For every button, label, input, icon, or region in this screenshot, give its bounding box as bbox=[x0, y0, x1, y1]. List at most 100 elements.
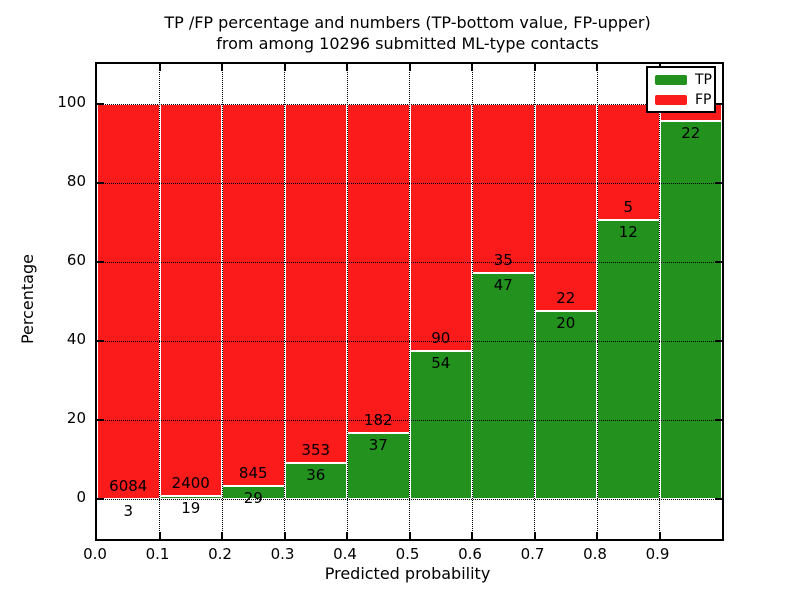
grid-line-v bbox=[346, 64, 348, 539]
grid-line-v bbox=[409, 64, 410, 539]
grid-line-v bbox=[284, 64, 285, 539]
bar-segment-fp bbox=[534, 103, 597, 311]
x-tick-mark bbox=[221, 64, 223, 71]
y-tick-mark bbox=[715, 102, 722, 105]
x-tick-mark bbox=[283, 532, 286, 539]
legend-label-fp: FP bbox=[695, 91, 712, 108]
x-axis-label: Predicted probability bbox=[324, 564, 491, 583]
x-tick-mark bbox=[221, 532, 223, 539]
x-tick-mark bbox=[408, 64, 411, 71]
bar-count-label-tp: 47 bbox=[493, 275, 513, 294]
grid-line-v bbox=[221, 64, 223, 539]
bar-count-label-tp: 3 bbox=[123, 502, 134, 521]
fp-swatch-icon bbox=[655, 94, 687, 105]
bar-count-label-fp: 5 bbox=[623, 197, 634, 216]
x-tick-mark bbox=[346, 64, 348, 71]
bar-count-label-tp: 19 bbox=[181, 499, 201, 518]
bar-count-label-fp: 182 bbox=[363, 410, 393, 429]
grid-line-v bbox=[659, 64, 660, 539]
y-tick-mark bbox=[97, 102, 104, 105]
bar-count-label-fp: 6084 bbox=[109, 477, 148, 496]
bar-segment-tp bbox=[659, 120, 722, 500]
x-tick-mark bbox=[658, 532, 661, 539]
bar-count-label-tp: 36 bbox=[306, 465, 326, 484]
y-tick-label: 0 bbox=[76, 488, 86, 507]
bar-count-label-tp: 54 bbox=[431, 353, 451, 372]
y-tick-mark bbox=[97, 419, 104, 422]
bar-count-label-fp: 35 bbox=[493, 250, 513, 269]
bar-count-label-fp: 90 bbox=[431, 328, 451, 347]
tp-swatch-icon bbox=[655, 74, 687, 85]
y-tick-mark bbox=[97, 260, 104, 263]
x-tick-mark bbox=[596, 64, 598, 71]
x-tick-mark bbox=[346, 532, 348, 539]
x-tick-mark bbox=[596, 532, 598, 539]
bar-count-label-tp: 37 bbox=[368, 435, 388, 454]
x-tick-label: 0.3 bbox=[270, 545, 295, 563]
x-tick-mark bbox=[283, 64, 286, 71]
x-tick-label: 0.2 bbox=[208, 545, 232, 563]
y-tick-label: 60 bbox=[66, 250, 86, 269]
y-tick-label: 100 bbox=[57, 92, 86, 111]
y-tick-label: 40 bbox=[66, 330, 86, 349]
x-tick-label: 0.4 bbox=[333, 545, 357, 563]
y-axis-label: Percentage bbox=[18, 254, 37, 345]
bar-count-label-tp: 29 bbox=[243, 489, 263, 508]
legend-label-tp: TP bbox=[695, 71, 712, 88]
x-tick-mark bbox=[533, 64, 536, 71]
x-tick-label: 0.0 bbox=[83, 545, 107, 563]
y-tick-mark bbox=[715, 260, 722, 263]
x-tick-mark bbox=[158, 64, 161, 71]
x-tick-mark bbox=[471, 532, 473, 539]
bar-segment-fp bbox=[159, 103, 222, 497]
y-tick-label: 80 bbox=[66, 171, 86, 190]
x-tick-label: 0.1 bbox=[145, 545, 170, 563]
bar-segment-fp bbox=[97, 103, 160, 500]
chart-title-line1: TP /FP percentage and numbers (TP-bottom… bbox=[164, 13, 651, 32]
x-tick-mark bbox=[533, 532, 536, 539]
x-tick-label: 0.9 bbox=[645, 545, 670, 563]
bar-count-label-tp: 12 bbox=[618, 222, 638, 241]
x-tick-mark bbox=[158, 532, 161, 539]
y-tick-mark bbox=[97, 498, 104, 501]
plot-area: 6084 3 2400 19 845 29 353 36 182 37 90 54 35 47 22 20 5 1… bbox=[95, 62, 724, 541]
y-tick-mark bbox=[715, 340, 722, 343]
bar-count-label-fp: 353 bbox=[301, 440, 331, 459]
x-tick-label: 0.8 bbox=[583, 545, 607, 563]
bar-segment-tp bbox=[284, 462, 347, 500]
bar-count-label-tp: 20 bbox=[556, 313, 576, 332]
grid-line-v bbox=[534, 64, 535, 539]
y-tick-label: 20 bbox=[66, 409, 86, 428]
grid-line-v bbox=[159, 64, 160, 539]
bar-count-label-fp: 22 bbox=[556, 288, 576, 307]
y-tick-mark bbox=[715, 181, 722, 184]
legend-row-tp: TP bbox=[655, 73, 712, 87]
bar-segment-tp bbox=[534, 310, 597, 500]
legend: TP FP bbox=[646, 66, 716, 113]
bar-count-label-fp: 845 bbox=[238, 464, 268, 483]
bar-segment-tp bbox=[472, 272, 535, 500]
bar-segment-fp bbox=[347, 103, 410, 433]
grid-line-v bbox=[596, 64, 598, 539]
bar-segment-tp bbox=[409, 350, 472, 500]
grid-line-v bbox=[471, 64, 473, 539]
x-tick-mark bbox=[408, 532, 411, 539]
bar-segment-fp bbox=[409, 103, 472, 351]
bar-segment-fp bbox=[472, 103, 535, 273]
bar-count-label-fp: 2400 bbox=[171, 474, 210, 493]
bar-count-label-tp: 22 bbox=[681, 123, 701, 142]
legend-row-fp: FP bbox=[655, 93, 712, 107]
x-tick-label: 0.5 bbox=[395, 545, 420, 563]
y-tick-mark bbox=[715, 498, 722, 501]
x-tick-label: 0.7 bbox=[520, 545, 545, 563]
bar-segment-fp bbox=[222, 103, 285, 487]
x-tick-mark bbox=[471, 64, 473, 71]
chart-title-line2: from among 10296 submitted ML-type conta… bbox=[216, 34, 599, 53]
y-tick-mark bbox=[715, 419, 722, 422]
bar-segment-fp bbox=[284, 103, 347, 463]
x-tick-label: 0.6 bbox=[458, 545, 482, 563]
chart-title: TP /FP percentage and numbers (TP-bottom… bbox=[95, 12, 720, 54]
y-tick-mark bbox=[97, 340, 104, 343]
y-tick-mark bbox=[97, 181, 104, 184]
